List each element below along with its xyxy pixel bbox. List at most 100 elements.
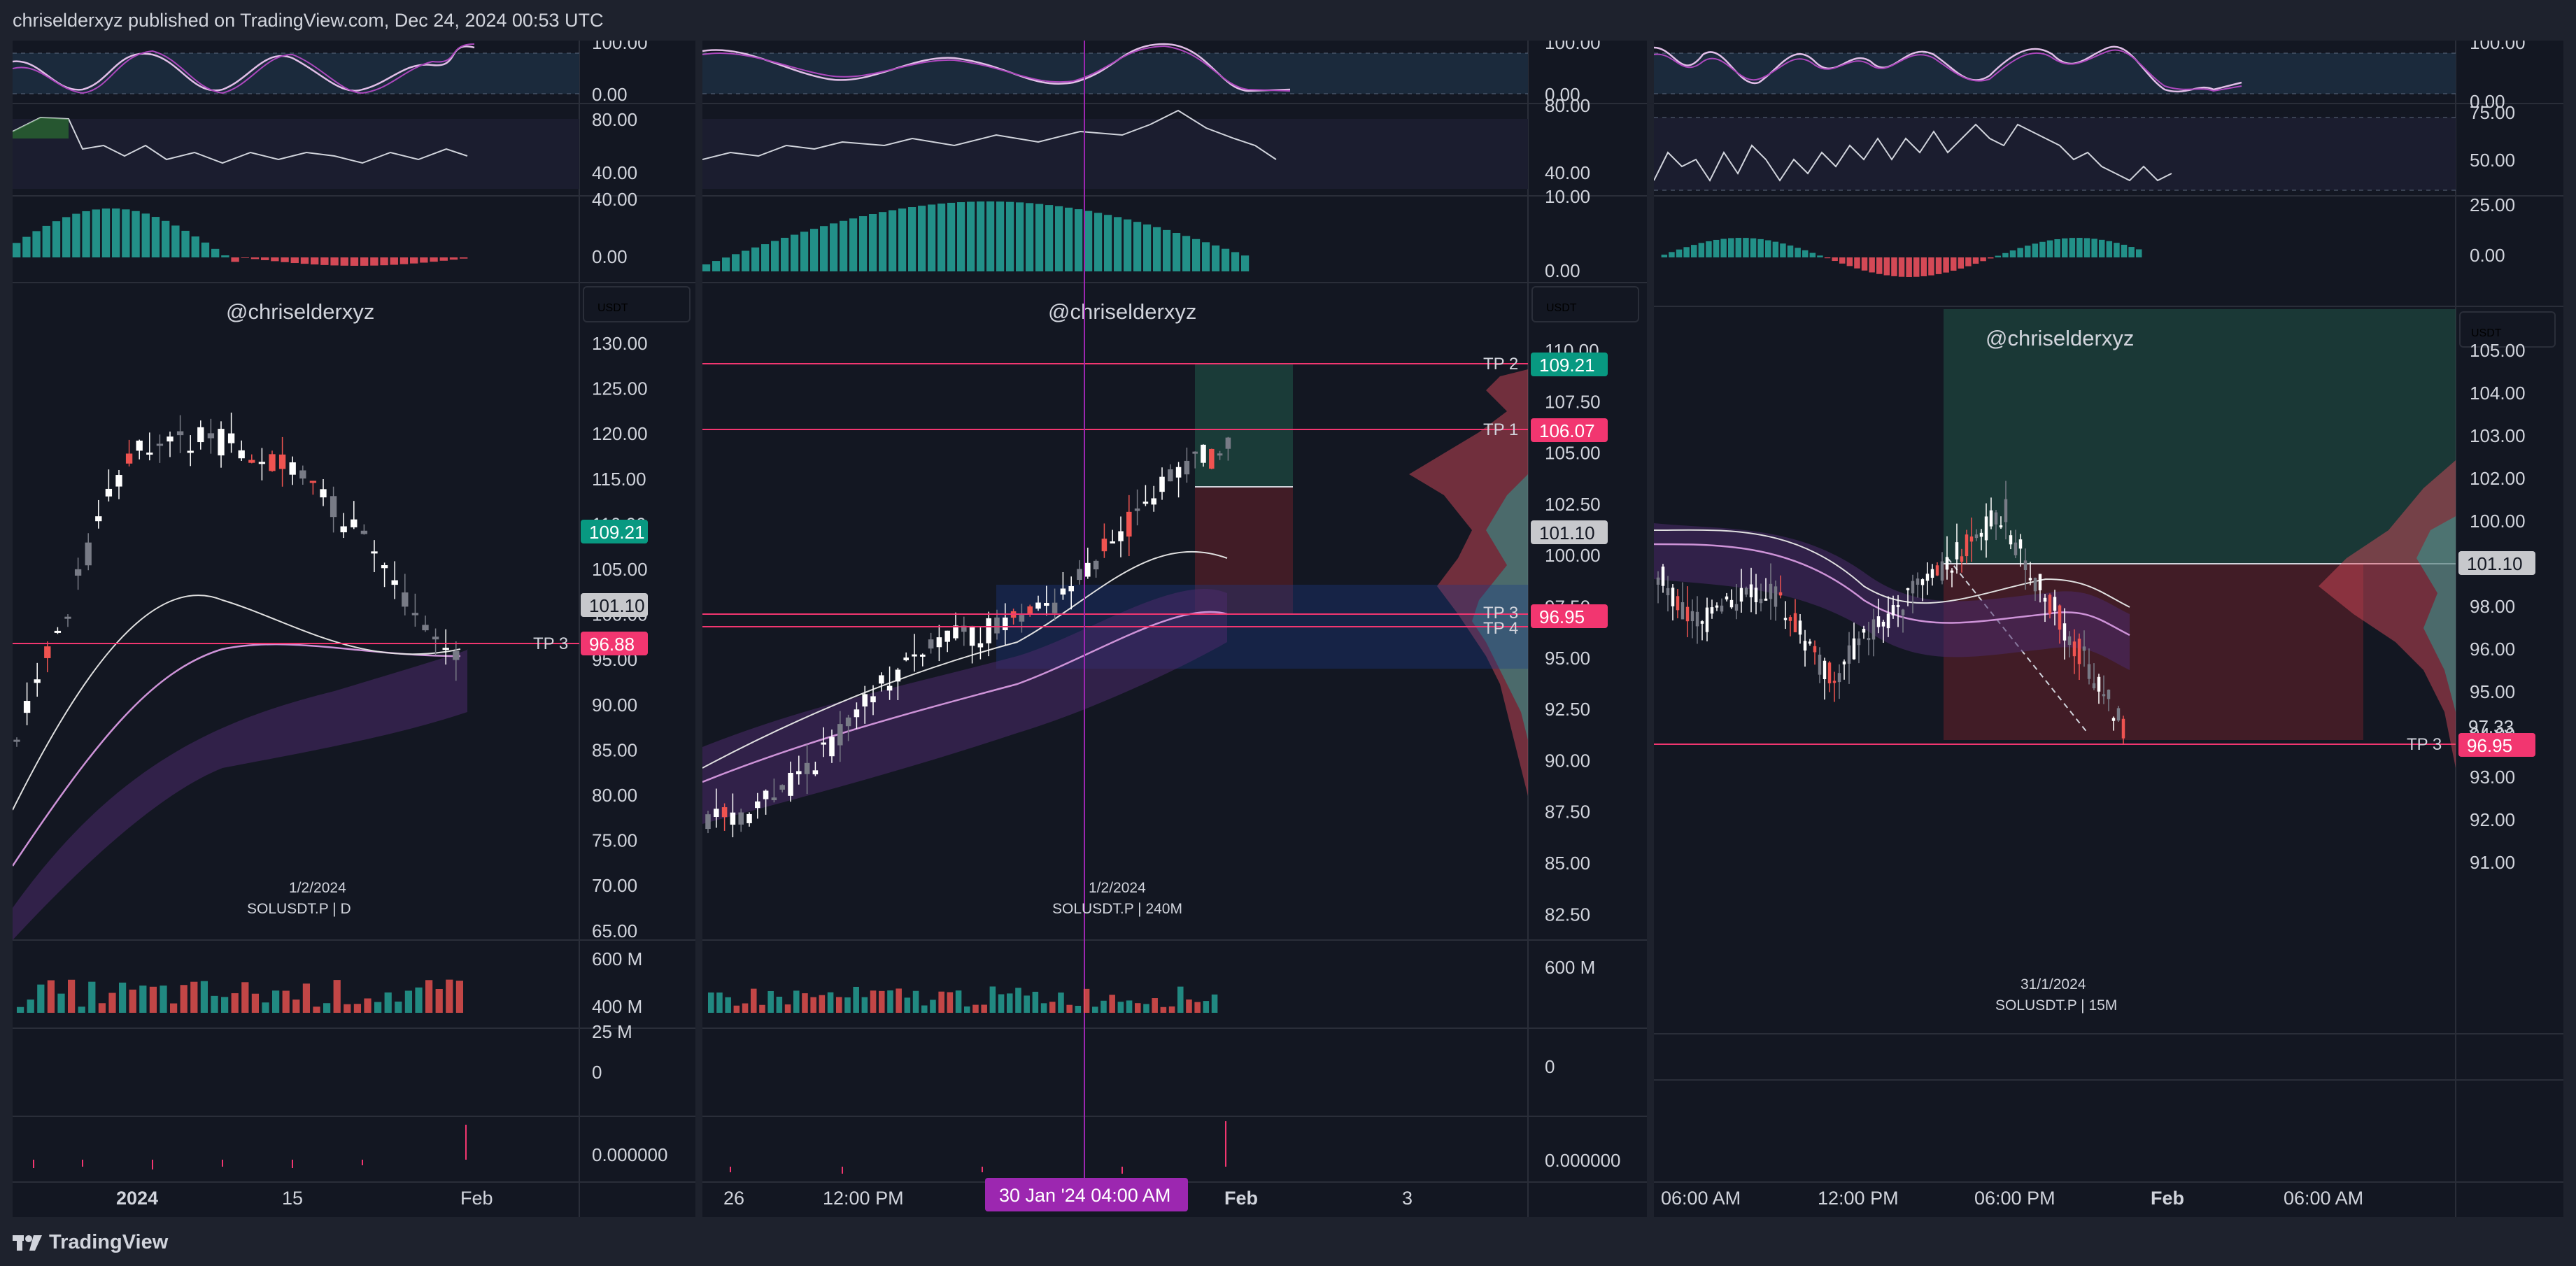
volume-bar [1049,1002,1056,1013]
macd-bar [986,201,995,271]
price-axis-label: 82.50 [1545,904,1590,925]
volume-bar [776,997,783,1013]
volume-bar [733,1005,740,1013]
macd-bar [1713,239,1720,257]
macd-bar [1757,239,1764,257]
macd-bar [1809,253,1816,257]
currency-button[interactable] [1531,286,1639,322]
candle [1867,638,1871,641]
candle [771,797,777,801]
macd-bar [1787,246,1794,257]
macd-bar [1817,255,1823,257]
axis-label: 0.00 [592,84,628,105]
macd-bar [82,211,90,257]
volume-bar [964,1006,970,1013]
candle [879,675,884,684]
currency-label: USDT [597,302,628,314]
macd-bar [171,225,180,257]
chart-pane-daily[interactable]: @chriselderxyz USDT TP 3 130.00 125.00 120… [13,41,695,1217]
price-tag-current [581,520,648,543]
candle [1847,645,1851,664]
axis-label: 600 M [592,948,642,969]
candle [1945,557,1949,570]
candle [1159,476,1165,492]
tradingview-logo-icon [13,1235,42,1251]
price-tag-tp3: 96.95 [1539,606,1585,627]
candle [1093,560,1099,569]
macd-bar [2121,244,2128,257]
macd-bar [112,208,120,257]
symbol-label: SOLUSDT.P | D [247,901,351,917]
volume-bar [879,990,885,1013]
candle [1192,451,1198,454]
candle [2028,578,2032,581]
volume-bar [725,997,731,1013]
axis-label: 2024 [116,1188,158,1209]
candle [2087,664,2091,679]
candle [1201,444,1206,463]
candle [167,436,174,442]
macd-bar [1683,247,1690,257]
candle [1225,437,1231,449]
macd-bar [1951,257,1957,271]
macd-bar [1854,257,1860,269]
candle [1852,638,1856,660]
macd-bar [92,209,100,257]
macd-bar [132,211,140,257]
axis-label: 10.00 [1545,186,1590,207]
volume-bar [27,1000,34,1013]
candle [1911,581,1915,594]
candle [2077,639,2081,664]
candle [1901,609,1905,616]
candle [1734,604,1739,611]
candle [289,462,296,475]
axis-label: 0.00 [2470,245,2505,266]
candle [227,433,235,443]
currency-button[interactable] [2459,311,2556,348]
candle [1680,602,1685,620]
watermark: @chriselderxyz [226,299,374,324]
macd-bar [2136,249,2142,257]
candle [2072,641,2076,657]
volume-bar [1135,1003,1141,1013]
candle [763,790,769,799]
macd-bar [1055,206,1063,271]
candle [1725,596,1729,600]
price-tag-tp3-text: 96.88 [589,634,635,655]
price-axis-label: 85.00 [592,739,637,760]
volume-bar [921,1005,928,1013]
volume-bar [1194,1002,1201,1013]
macd-bar [290,257,299,264]
candle [391,580,398,585]
currency-button[interactable] [583,286,691,322]
price-axis-label: 125.00 [592,378,648,399]
macd-bar [751,247,760,271]
axis-label: 600 M [1545,957,1595,978]
macd-bar [1839,257,1846,264]
volume-bar [912,990,919,1013]
macd-bar [311,257,319,265]
candle [351,519,358,527]
tradingview-logo[interactable]: TradingView [13,1231,168,1254]
macd-bar [13,243,21,257]
chart-pane-15m[interactable]: @chriselderxyz USDT TP 3 105.00 104.00 103… [1654,41,2563,1217]
macd-bar [1669,252,1675,257]
candle [1705,607,1709,632]
candle [920,654,926,657]
macd-bar [771,241,779,271]
macd-bar [1861,257,1868,271]
candle [1749,584,1753,597]
brand-name: TradingView [49,1231,169,1253]
candle [1769,583,1773,599]
macd-bar [271,257,279,262]
chart-pane-4h[interactable]: @chriselderxyz USDT TP 2 TP 1 TP 3 TP 4 … [702,41,1647,1217]
macd-bar [221,255,229,257]
volume-bar [1203,1001,1210,1013]
candle [1126,511,1132,537]
macd-bar [840,220,848,271]
candle [1984,516,1988,541]
candle [1184,460,1190,475]
candle [1134,508,1140,511]
price-axis-label: 98.00 [2470,596,2515,617]
candle [1935,565,1939,576]
